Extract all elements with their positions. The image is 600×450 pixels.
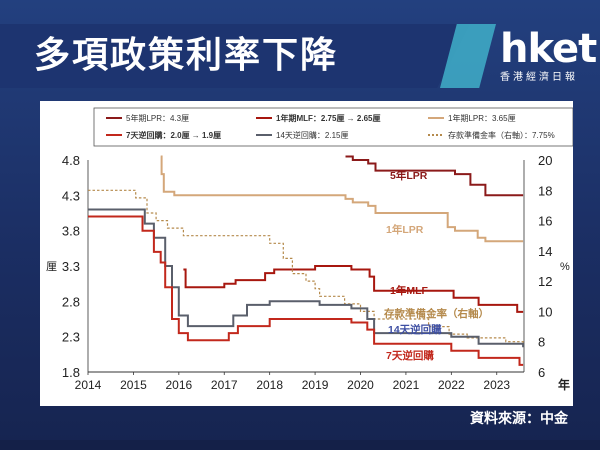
legend-label-lpr5: 5年期LPR：4.3厘: [126, 113, 189, 123]
x-tick-label: 2021: [393, 378, 420, 392]
x-tick-label: 2016: [165, 378, 192, 392]
series-annotation-rrr: 存款準備金率（右軸）: [384, 307, 489, 320]
brand-logo: hket: [500, 26, 597, 72]
y-right-tick-label: 20: [538, 153, 552, 168]
footer-bar: [0, 440, 600, 450]
y-right-tick-label: 10: [538, 304, 552, 319]
y-left-tick-label: 3.8: [62, 224, 80, 239]
rate-line-chart: 5年期LPR：4.3厘 1年期MLF：2.75厘 → 2.65厘 1年期LPR：3.…: [46, 107, 573, 392]
brand-logo-subtitle: 香港經濟日報: [500, 72, 578, 83]
y-right-tick-label: 18: [538, 183, 552, 198]
series-line-mlf: [183, 265, 524, 313]
y-right-tick-label: 8: [538, 335, 545, 350]
series-line-rr14: [88, 208, 525, 348]
x-tick-label: 2022: [438, 378, 465, 392]
banner-stripe: [0, 24, 470, 88]
title-banner: 多項政策利率下降 hket 香港經濟日報: [0, 24, 600, 88]
series-annotation-rr14: 14天逆回購: [388, 323, 442, 336]
y-left-tick-label: 3.3: [62, 259, 80, 274]
series-annotation-lpr1: 1年LPR: [386, 223, 424, 236]
series-annotation-mlf: 1年MLF: [390, 284, 428, 297]
legend-label-lpr1: 1年期LPR：3.65厘: [448, 113, 516, 123]
legend-box: [93, 107, 573, 147]
x-tick-label: 2015: [120, 378, 147, 392]
y-left-tick-label: 4.8: [62, 153, 80, 168]
x-tick-label: 2023: [483, 378, 510, 392]
y-left-tick-label: 1.8: [62, 365, 80, 380]
series-annotation-rr7: 7天逆回購: [386, 349, 434, 362]
y-left-tick-label: 4.3: [62, 188, 80, 203]
legend-label-rrr: 存款準備金率（右軸）：7.75%: [448, 130, 555, 140]
legend-label-mlf: 1年期MLF：2.75厘 → 2.65厘: [276, 113, 380, 123]
y-left-tick-label: 2.3: [62, 330, 80, 345]
series-line-rrr: [88, 189, 524, 346]
legend-label-rr7: 7天逆回購：2.0厘 → 1.9厘: [126, 130, 221, 140]
x-tick-label: 2020: [347, 378, 374, 392]
y-left-axis-label: 厘: [46, 261, 57, 273]
series-line-rr7: [88, 215, 524, 366]
series-line-lpr5: [345, 155, 524, 197]
series-line-lpr1: [160, 155, 524, 243]
x-tick-label: 2019: [302, 378, 329, 392]
x-tick-label: 2017: [211, 378, 238, 392]
y-left-tick-label: 2.8: [62, 294, 80, 309]
y-right-tick-label: 14: [538, 244, 552, 259]
x-tick-label: 2014: [75, 378, 102, 392]
y-right-tick-label: 16: [538, 214, 552, 229]
source-note: 資料來源：中金: [470, 411, 568, 427]
y-right-tick-label: 12: [538, 274, 552, 289]
y-right-tick-label: 6: [538, 365, 545, 380]
x-axis-label: 年: [558, 377, 570, 392]
chart-panel: 5年期LPR：4.3厘 1年期MLF：2.75厘 → 2.65厘 1年期LPR：3.…: [40, 101, 573, 406]
x-tick-label: 2018: [256, 378, 283, 392]
y-right-axis-label: %: [560, 261, 570, 273]
legend-label-rr14: 14天逆回購：2.15厘: [276, 130, 348, 140]
page-title: 多項政策利率下降: [34, 35, 339, 76]
series-annotation-lpr5: 5年LPR: [390, 169, 428, 182]
